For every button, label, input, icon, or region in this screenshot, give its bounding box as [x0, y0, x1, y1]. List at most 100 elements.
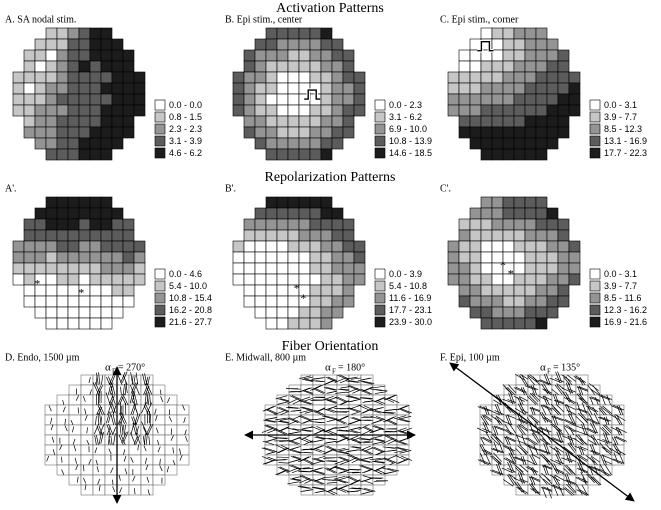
grid-cell: [112, 263, 123, 274]
grid-cell: [310, 274, 321, 285]
grid-cell: [266, 83, 277, 94]
grid-cell: [569, 274, 580, 285]
grid-cell: [266, 197, 277, 208]
grid-cell: [321, 241, 332, 252]
grid-cell: [536, 241, 547, 252]
grid-cell: [277, 116, 288, 127]
grid-cell: [266, 296, 277, 307]
grid-cell: [558, 116, 569, 127]
grid-cell: [503, 94, 514, 105]
grid-cell: [514, 307, 525, 318]
grid-cell: [503, 296, 514, 307]
grid-cell: [57, 72, 68, 83]
legend-swatch: [375, 281, 385, 291]
grid-cell: [536, 149, 547, 160]
grid-cell: [514, 94, 525, 105]
grid-cell: [525, 72, 536, 83]
grid-cell: [46, 116, 57, 127]
grid-cell: [459, 219, 470, 230]
grid-cell: [492, 105, 503, 116]
grid-cell: [123, 219, 134, 230]
grid-cell: [57, 208, 68, 219]
grid-cell: [492, 50, 503, 61]
grid-cell: [525, 318, 536, 329]
grid-cell: [112, 61, 123, 72]
grid-cell: [481, 296, 492, 307]
panel-label: E. Midwall, 800 µm: [225, 352, 306, 363]
grid-cell: [68, 208, 79, 219]
legend-label: 0.0 - 4.6: [169, 269, 202, 279]
grid-cell: [470, 230, 481, 241]
grid-cell: [68, 116, 79, 127]
legend-swatch: [155, 124, 165, 134]
grid-cell: [332, 285, 343, 296]
grid-cell: [503, 72, 514, 83]
legend-label: 23.9 - 30.0: [389, 317, 432, 327]
grid-cell: [503, 28, 514, 39]
grid-cell: [266, 94, 277, 105]
grid-cell: [46, 28, 57, 39]
grid-cell: [321, 274, 332, 285]
fiber-cell: [57, 435, 69, 445]
grid-cell: [112, 252, 123, 263]
alpha-subscript: F: [332, 368, 336, 376]
grid-cell: [481, 230, 492, 241]
grid-cell: [233, 83, 244, 94]
legend-swatch: [375, 112, 385, 122]
grid-cell: [277, 230, 288, 241]
panel-label: F. Epi, 100 µm: [440, 352, 500, 363]
grid-cell: [310, 149, 321, 160]
grid-cell: [288, 138, 299, 149]
grid-cell: [299, 28, 310, 39]
grid-cell: [492, 39, 503, 50]
grid-cell: [448, 72, 459, 83]
grid-cell: [525, 230, 536, 241]
grid-cell: [332, 241, 343, 252]
grid-cell: [332, 61, 343, 72]
grid-cell: [288, 105, 299, 116]
grid-cell: [266, 72, 277, 83]
grid-cell: [481, 127, 492, 138]
grid-cell: [470, 274, 481, 285]
grid-cell: [24, 72, 35, 83]
grid-cell: [79, 72, 90, 83]
grid-cell: [310, 307, 321, 318]
legend-label: 0.0 - 3.1: [604, 100, 637, 110]
grid-cell: [525, 50, 536, 61]
grid-cell: [332, 263, 343, 274]
legend-label: 5.4 - 10.8: [389, 281, 427, 291]
grid-cell: [244, 72, 255, 83]
grid-cell: [503, 307, 514, 318]
grid-cell: [299, 274, 310, 285]
grid-cell: [68, 318, 79, 329]
grid-cell: [68, 307, 79, 318]
fiber-cell: [313, 375, 325, 385]
grid-cell: [492, 138, 503, 149]
grid-cell: [481, 318, 492, 329]
fiber-cell: [45, 445, 57, 455]
grid-cell: [101, 252, 112, 263]
panel-label: A'.: [5, 183, 17, 194]
fiber-cell: [105, 485, 117, 495]
legend-swatch: [590, 317, 600, 327]
grid-cell: [310, 28, 321, 39]
grid-cell: [57, 307, 68, 318]
grid-cell: [123, 230, 134, 241]
grid-cell: [244, 241, 255, 252]
grid-cell: [101, 72, 112, 83]
panel-label: B. Epi stim., center: [225, 14, 303, 25]
fiber-cell: [301, 465, 313, 475]
grid-cell: [343, 296, 354, 307]
grid-cell: [569, 94, 580, 105]
grid-cell: [35, 127, 46, 138]
grid-cell: [343, 61, 354, 72]
fiber-cell: [69, 385, 81, 395]
grid-cell: [569, 263, 580, 274]
angle-label: = 270°: [118, 362, 145, 373]
grid-cell: [514, 39, 525, 50]
grid-cell: [112, 39, 123, 50]
grid-cell: [310, 296, 321, 307]
fiber-cell: [177, 445, 189, 455]
legend-swatch: [375, 124, 385, 134]
grid-cell: [354, 105, 365, 116]
